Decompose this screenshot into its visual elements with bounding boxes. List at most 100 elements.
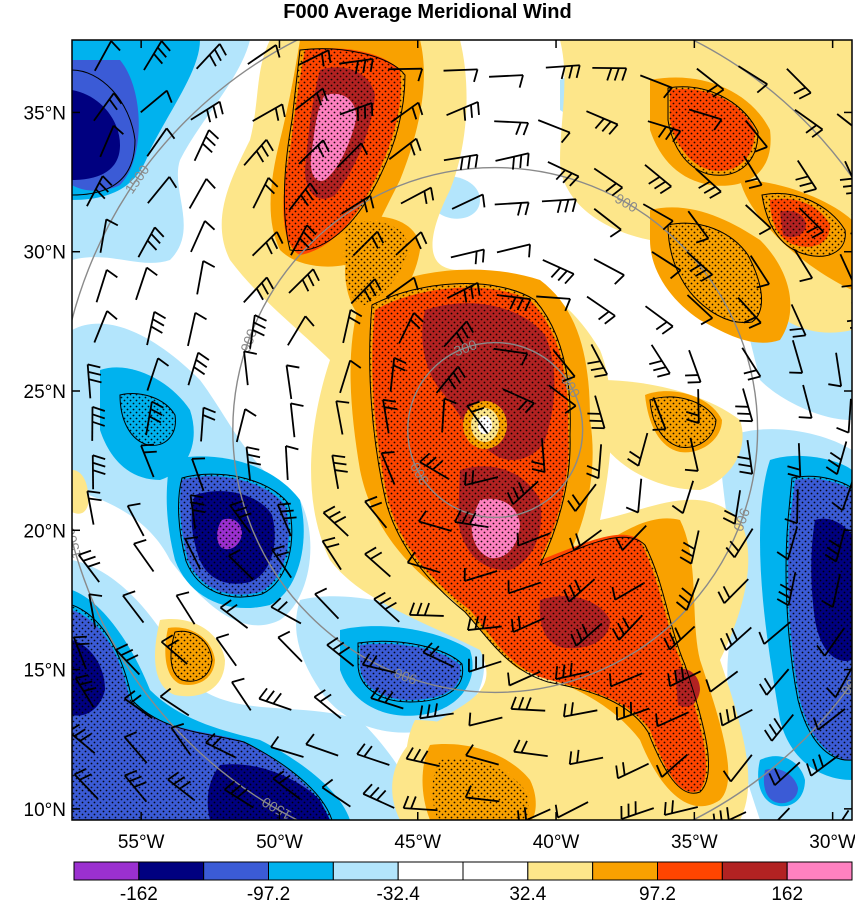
colorbar-swatch xyxy=(138,861,205,881)
wind-barb xyxy=(496,243,531,258)
wind-barb xyxy=(441,397,457,433)
wind-barb xyxy=(548,384,577,414)
wind-barb xyxy=(464,470,499,486)
wind-barb xyxy=(495,152,530,170)
wind-barb xyxy=(611,581,646,601)
wind-barb xyxy=(184,536,202,570)
wind-barb xyxy=(776,571,797,607)
wind-barb xyxy=(517,807,551,820)
wind-barb xyxy=(569,529,602,551)
wind-barb xyxy=(252,177,279,209)
wind-barb xyxy=(725,528,754,559)
wind-barb xyxy=(247,44,281,65)
wind-barb xyxy=(717,578,749,604)
wind-barb xyxy=(541,198,577,214)
wind-barb xyxy=(586,444,603,480)
wind-barb xyxy=(451,193,486,210)
wind-barb xyxy=(231,677,252,711)
wind-barb xyxy=(72,723,96,754)
wind-barb xyxy=(563,578,596,603)
wind-barb xyxy=(190,100,224,123)
wind-barb xyxy=(435,366,466,394)
wind-barb xyxy=(175,591,196,625)
wind-barb xyxy=(825,441,848,475)
wind-barb xyxy=(593,208,622,238)
colorbar-swatch xyxy=(657,861,723,881)
wind-barb xyxy=(189,494,206,529)
wind-barb xyxy=(140,89,173,114)
wind-barb xyxy=(671,480,695,514)
lon-label: 40°W xyxy=(533,832,580,853)
wind-barb xyxy=(542,259,575,285)
colorbar-label: -162 xyxy=(120,884,158,900)
wind-barb xyxy=(321,778,351,808)
wind-barb xyxy=(124,769,148,803)
wind-barb xyxy=(776,807,791,820)
wind-barb xyxy=(86,175,113,207)
wind-barb xyxy=(776,526,799,561)
wind-barb xyxy=(228,548,254,581)
lon-label: 30°W xyxy=(809,832,855,853)
wind-barb xyxy=(652,397,667,431)
wind-barb xyxy=(398,312,424,344)
wind-barb xyxy=(331,454,348,489)
colorbar-swatch xyxy=(527,861,594,881)
wind-barb xyxy=(793,248,813,283)
wind-barb xyxy=(298,139,330,165)
wind-barb xyxy=(159,687,190,717)
wind-barb xyxy=(335,400,350,435)
colorbar-label: -32.4 xyxy=(377,884,421,900)
wind-barb xyxy=(563,702,598,718)
wind-barb xyxy=(390,101,424,124)
wind-barb xyxy=(446,101,480,121)
wind-barb xyxy=(586,110,619,135)
wind-barb xyxy=(249,314,267,349)
range-ring-label: 300 xyxy=(452,336,480,359)
wind-barb xyxy=(826,667,852,698)
wind-barb xyxy=(295,87,329,111)
wind-barb xyxy=(446,282,481,303)
wind-barb xyxy=(341,194,375,215)
wind-barb xyxy=(824,528,846,563)
wind-barb xyxy=(768,761,801,786)
wind-barb xyxy=(422,642,455,668)
wind-barb xyxy=(554,662,590,680)
wind-barb xyxy=(91,405,106,441)
wind-barbs xyxy=(72,40,852,820)
wind-barb xyxy=(94,40,121,72)
wind-barb xyxy=(187,351,210,386)
wind-barb xyxy=(196,260,216,295)
wind-barb xyxy=(464,785,500,803)
wind-barb xyxy=(647,120,682,143)
lon-label: 35°W xyxy=(671,832,718,853)
wind-barb xyxy=(516,532,551,547)
wind-barb xyxy=(73,635,90,670)
wind-barb xyxy=(735,388,754,423)
wind-barb xyxy=(688,108,723,131)
lat-label: 20°N xyxy=(24,521,66,542)
wind-barb xyxy=(743,155,763,189)
wind-barb xyxy=(406,551,441,574)
wind-barb xyxy=(270,597,302,625)
wind-barb xyxy=(828,352,843,388)
wind-barb xyxy=(395,231,428,256)
wind-barb xyxy=(74,674,97,708)
wind-barb xyxy=(722,490,741,525)
wind-barb xyxy=(513,739,548,758)
wind-barb xyxy=(494,201,530,216)
wind-barb xyxy=(350,278,382,305)
wind-barb xyxy=(364,546,391,578)
wind-barb xyxy=(466,400,488,434)
wind-barb xyxy=(839,160,852,195)
wind-barb xyxy=(642,203,674,231)
wind-barb xyxy=(408,602,444,617)
wind-barb xyxy=(586,295,616,325)
wind-barb xyxy=(507,670,541,687)
wind-barb xyxy=(140,443,157,478)
wind-barb xyxy=(685,349,702,384)
wind-barb xyxy=(443,153,479,171)
wind-barb xyxy=(93,92,123,122)
wind-barb xyxy=(592,67,628,81)
wind-barb xyxy=(160,634,188,665)
wind-barb xyxy=(531,438,546,473)
